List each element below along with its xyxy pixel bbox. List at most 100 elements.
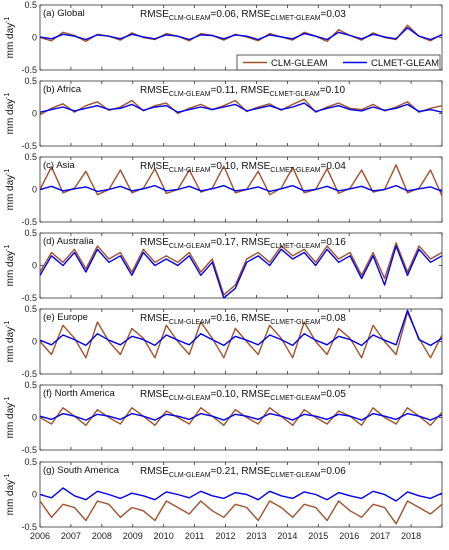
rmse-subscript: CLM-GLEAM <box>169 243 211 250</box>
panel-label: (e) Europe <box>43 312 88 323</box>
rmse-subscript: CLM-GLEAM <box>169 15 211 22</box>
panel-c: 0.5 0 -0.5 (c) Asia RMSECLM-GLEAM=0.10, RMSE… <box>4 152 443 227</box>
y-tick-label: -0.5 <box>21 369 37 379</box>
rmse-subscript: CLMET-GLEAM <box>270 167 320 174</box>
rmse-annotation: RMSECLM-GLEAM=0.16, RMSECLMET-GLEAM=0.08 <box>140 313 346 326</box>
x-tick-label: 2012 <box>216 531 236 541</box>
rmse-subscript: CLMET-GLEAM <box>270 395 320 402</box>
x-tick-label: 2008 <box>92 531 112 541</box>
rmse-text: RMSE <box>140 389 169 400</box>
rmse-text: =0.08 <box>320 313 346 324</box>
rmse-text: =0.16, RMSE <box>211 313 271 324</box>
y-tick-label: 0.5 <box>24 76 37 86</box>
y-axis-label-exponent: -1 <box>4 321 11 327</box>
y-axis-label-exponent: -1 <box>4 245 11 251</box>
rmse-annotation: RMSECLM-GLEAM=0.17, RMSECLMET-GLEAM=0.16 <box>140 237 346 250</box>
y-tick-label: 0.5 <box>24 380 37 390</box>
panel-label: (a) Global <box>43 8 85 19</box>
panel-label: (g) South America <box>43 465 120 476</box>
series-line-clm-gleam <box>39 24 443 43</box>
y-axis-label: mm day-1 <box>4 321 16 363</box>
series-line-clmet-gleam <box>39 102 443 113</box>
series-line-clm-gleam <box>39 242 443 296</box>
panel-a: 0.50-0.5(a) Global RMSECLM-GLEAM=0.06, RM… <box>4 0 443 75</box>
rmse-text: =0.04 <box>320 161 346 172</box>
y-axis-label-exponent: -1 <box>4 474 11 480</box>
rmse-subscript: CLMET-GLEAM <box>270 472 320 479</box>
rmse-text: RMSE <box>140 85 169 96</box>
rmse-text: =0.10 <box>320 85 346 96</box>
y-axis-label-unit: mm day <box>5 403 16 439</box>
panel-label: (f) North America <box>43 388 116 399</box>
y-tick-label: -0.5 <box>21 522 37 532</box>
panel-label: (c) Asia <box>43 160 75 171</box>
panel-label: (d) Australia <box>43 236 94 247</box>
rmse-text: =0.03 <box>320 9 346 20</box>
y-axis-label: mm day-1 <box>4 397 16 439</box>
rmse-subscript: CLMET-GLEAM <box>270 91 320 98</box>
y-tick-label: -0.5 <box>21 217 37 227</box>
rmse-text: =0.11, RMSE <box>211 85 270 96</box>
x-tick-label: 2018 <box>401 531 421 541</box>
series-line-clmet-gleam <box>39 27 443 41</box>
y-tick-label: 0 <box>32 109 37 119</box>
rmse-text: =0.06 <box>320 466 346 477</box>
y-tick-label: 0 <box>32 261 37 271</box>
y-axis-label: mm day-1 <box>4 93 16 135</box>
rmse-text: =0.17, RMSE <box>211 237 271 248</box>
rmse-text: RMSE <box>140 237 169 248</box>
panel-e: 0.5 0 -0.5 (e) Europe RMSECLM-GLEAM=0.16, RM… <box>4 304 443 379</box>
rmse-annotation: RMSECLM-GLEAM=0.10, RMSECLMET-GLEAM=0.05 <box>140 389 346 402</box>
series-line-clm-gleam <box>39 311 443 359</box>
rmse-annotation: RMSECLM-GLEAM=0.06, RMSECLMET-GLEAM=0.03 <box>140 9 346 22</box>
legend-entry: CLM-GLEAM <box>271 58 328 69</box>
legend-box <box>236 54 441 71</box>
rmse-text: RMSE <box>140 313 169 324</box>
x-tick-label: 2013 <box>246 531 266 541</box>
y-tick-label: 0 <box>32 33 37 43</box>
x-tick-label: 2017 <box>370 531 390 541</box>
y-tick-label: 0.5 <box>24 152 37 162</box>
y-tick-label: -0.5 <box>21 141 37 151</box>
series-line-clm-gleam <box>39 407 443 426</box>
y-axis-label-unit: mm day <box>5 251 16 287</box>
rmse-text: =0.05 <box>320 389 346 400</box>
y-axis-label-unit: mm day <box>5 480 16 516</box>
y-axis-label: mm day-1 <box>4 17 16 59</box>
rmse-subscript: CLM-GLEAM <box>169 395 211 402</box>
y-tick-label: 0 <box>32 413 37 423</box>
rmse-subscript: CLM-GLEAM <box>169 319 211 326</box>
series-line-clm-gleam <box>39 500 443 525</box>
x-tick-label: 2009 <box>123 531 143 541</box>
rmse-text: =0.21, RMSE <box>211 466 271 477</box>
rmse-annotation: RMSECLM-GLEAM=0.21, RMSECLMET-GLEAM=0.06 <box>140 466 346 479</box>
y-axis-label: mm day-1 <box>4 169 16 211</box>
y-axis-label-unit: mm day <box>5 327 16 363</box>
y-axis-label-exponent: -1 <box>4 17 11 23</box>
y-tick-label: 0.5 <box>24 228 37 238</box>
rmse-text: =0.10, RMSE <box>211 389 271 400</box>
x-tick-label: 2006 <box>30 531 50 541</box>
rmse-text: RMSE <box>140 161 169 172</box>
y-axis-label-unit: mm day <box>5 23 16 59</box>
y-tick-label: -0.5 <box>21 445 37 455</box>
rmse-subscript: CLMET-GLEAM <box>270 243 320 250</box>
rmse-subscript: CLM-GLEAM <box>169 91 211 98</box>
rmse-text: =0.10, RMSE <box>211 161 271 172</box>
y-tick-label: 0.5 <box>24 0 37 10</box>
rmse-subscript: CLM-GLEAM <box>169 167 211 174</box>
rmse-text: RMSE <box>140 466 169 477</box>
rmse-annotation: RMSECLM-GLEAM=0.11, RMSECLMET-GLEAM=0.10 <box>140 85 345 98</box>
x-tick-label: 2016 <box>339 531 359 541</box>
series-line-clmet-gleam <box>39 184 443 193</box>
y-tick-label: -0.5 <box>21 293 37 303</box>
rmse-text: =0.06, RMSE <box>211 9 271 20</box>
y-tick-label: 0.5 <box>24 457 37 467</box>
x-tick-label: 2010 <box>154 531 174 541</box>
x-tick-label: 2014 <box>277 531 297 541</box>
series-line-clmet-gleam <box>39 412 443 421</box>
y-tick-label: 0 <box>32 490 37 500</box>
panel-f: 0.50-0.5(f) North America RMSECLM-GLEAM=0… <box>4 380 443 455</box>
